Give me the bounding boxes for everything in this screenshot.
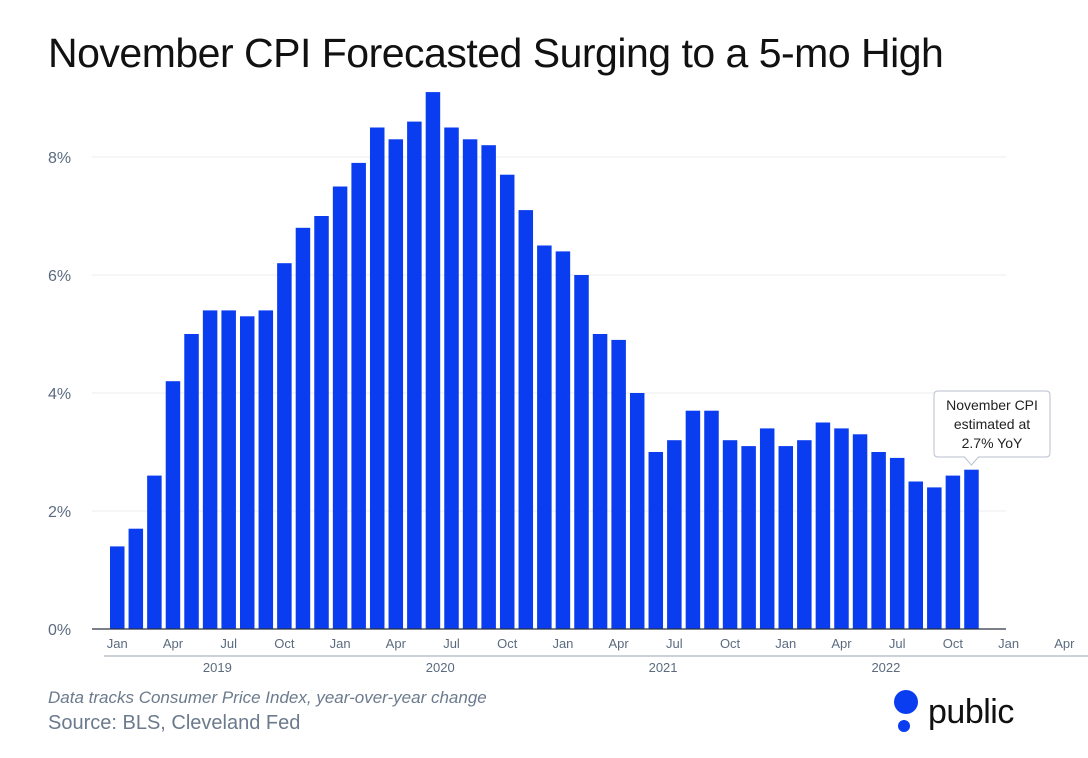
bar bbox=[667, 440, 682, 629]
bar bbox=[927, 487, 942, 629]
bar bbox=[221, 310, 236, 629]
bar bbox=[110, 546, 125, 629]
bar bbox=[964, 469, 979, 629]
logo-dot-large bbox=[894, 690, 918, 714]
bar bbox=[574, 275, 589, 629]
callout-text: November CPI bbox=[946, 397, 1038, 413]
x-tick-label: Apr bbox=[831, 636, 852, 651]
chart-title: November CPI Forecasted Surging to a 5-m… bbox=[48, 30, 944, 76]
bar bbox=[425, 92, 441, 630]
logo-dot-small bbox=[898, 720, 910, 732]
y-tick-label: 6% bbox=[48, 268, 71, 285]
bar bbox=[889, 457, 905, 629]
bar bbox=[499, 174, 515, 629]
bar bbox=[722, 440, 738, 629]
bar bbox=[648, 452, 664, 629]
bar bbox=[629, 393, 645, 629]
bar bbox=[369, 127, 385, 629]
x-tick-label: Jul bbox=[666, 636, 683, 651]
callout-text: estimated at bbox=[954, 416, 1030, 432]
bar bbox=[258, 310, 274, 629]
bar bbox=[704, 410, 719, 629]
bar bbox=[444, 127, 459, 629]
bar bbox=[555, 251, 571, 629]
x-tick-label: Jan bbox=[998, 636, 1019, 651]
bar bbox=[277, 263, 292, 629]
x-tick-label: Jan bbox=[330, 636, 351, 651]
bar bbox=[945, 475, 961, 629]
bar bbox=[351, 162, 366, 629]
bar bbox=[481, 145, 496, 629]
bar bbox=[184, 334, 199, 629]
x-tick-label: Jul bbox=[889, 636, 906, 651]
bar bbox=[239, 316, 255, 629]
y-tick-label: 2% bbox=[48, 504, 71, 521]
x-tick-label: Jul bbox=[220, 636, 237, 651]
bar bbox=[518, 210, 534, 629]
bar bbox=[165, 381, 181, 629]
x-tick-label: Jan bbox=[107, 636, 128, 651]
logo-mark-icon bbox=[890, 688, 922, 736]
x-tick-label: Jan bbox=[775, 636, 796, 651]
y-tick-label: 0% bbox=[48, 622, 71, 639]
bar bbox=[611, 339, 626, 629]
bar bbox=[147, 475, 162, 629]
callout-text: 2.7% YoY bbox=[962, 435, 1023, 451]
year-label: 2021 bbox=[649, 660, 678, 675]
bar bbox=[295, 227, 311, 630]
bar bbox=[592, 334, 608, 629]
bar bbox=[815, 422, 831, 629]
year-label: 2020 bbox=[426, 660, 455, 675]
x-tick-label: Oct bbox=[720, 636, 741, 651]
bar bbox=[537, 245, 552, 629]
bar bbox=[797, 440, 812, 629]
bar bbox=[685, 410, 701, 629]
x-tick-label: Jan bbox=[552, 636, 573, 651]
bar bbox=[778, 446, 794, 629]
x-tick-label: Apr bbox=[386, 636, 407, 651]
callout-box bbox=[933, 390, 1051, 466]
x-tick-label: Apr bbox=[163, 636, 184, 651]
bar bbox=[908, 481, 924, 629]
bar bbox=[741, 446, 756, 629]
year-label: 2019 bbox=[203, 660, 232, 675]
bar bbox=[871, 452, 886, 629]
x-tick-label: Oct bbox=[274, 636, 295, 651]
x-tick-label: Apr bbox=[1054, 636, 1075, 651]
y-tick-label: 8% bbox=[48, 150, 71, 167]
x-tick-label: Jul bbox=[443, 636, 460, 651]
bar bbox=[462, 139, 478, 630]
bar bbox=[852, 434, 868, 629]
bar bbox=[834, 428, 849, 629]
x-tick-label: Apr bbox=[609, 636, 630, 651]
year-label: 2022 bbox=[871, 660, 900, 675]
bar bbox=[332, 186, 348, 629]
bar bbox=[202, 310, 218, 629]
y-tick-label: 4% bbox=[48, 386, 71, 403]
bar bbox=[407, 121, 422, 629]
public-logo: public bbox=[890, 688, 1014, 736]
bar bbox=[314, 216, 329, 629]
bar bbox=[388, 139, 404, 630]
bar bbox=[128, 528, 144, 629]
x-tick-label: Oct bbox=[943, 636, 964, 651]
data-note: Data tracks Consumer Price Index, year-o… bbox=[48, 688, 487, 707]
source-note: Source: BLS, Cleveland Fed bbox=[48, 712, 301, 734]
logo-text: public bbox=[928, 692, 1014, 731]
bar-chart: 0% 2% 4% 6% 8% Jan Apr Jul Oct 2019 Jan Apr Jul Oct 20… bbox=[48, 92, 1088, 675]
bar bbox=[759, 428, 775, 629]
x-tick-label: Oct bbox=[497, 636, 518, 651]
